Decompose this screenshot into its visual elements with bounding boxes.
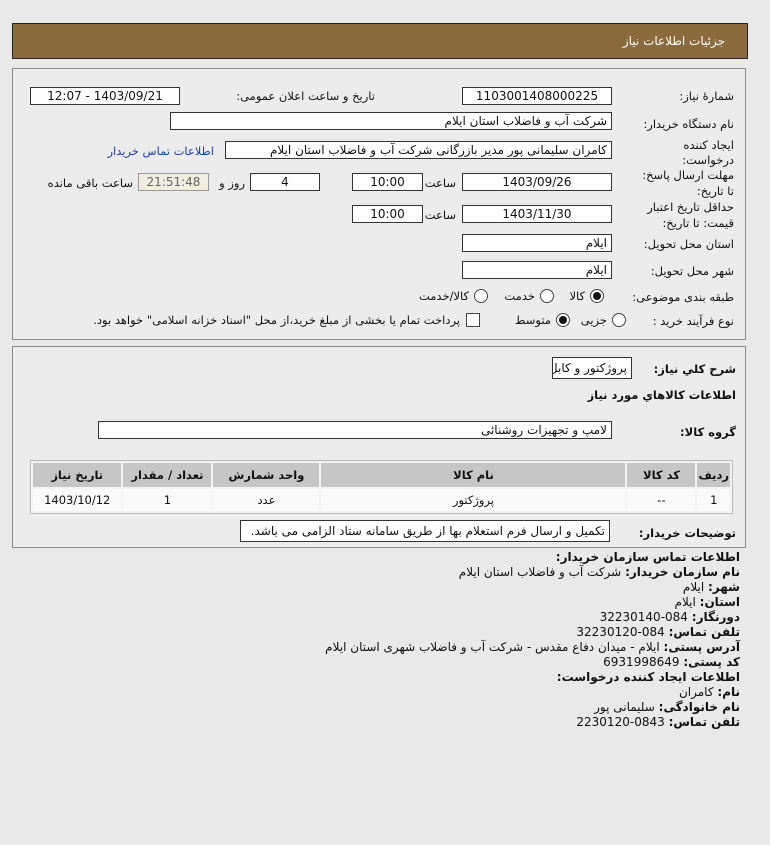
validity-date-field[interactable]: 1403/11/30 bbox=[462, 205, 612, 223]
contact-city: شهر: ایلام bbox=[683, 580, 740, 595]
summary-field[interactable]: پروژکتور و کابل bbox=[552, 357, 632, 379]
category-option-goods: کالا bbox=[569, 289, 585, 303]
province-field[interactable]: ایلام bbox=[462, 234, 612, 252]
contact-address-value: ایلام - میدان دفاع مقدس - شرکت آب و فاضل… bbox=[325, 640, 660, 654]
creator-name-label: نام: bbox=[717, 685, 740, 699]
col-name: نام کالا bbox=[321, 463, 626, 487]
creator-phone-value: 0843-2230120 bbox=[576, 715, 665, 729]
contact-province-value: ایلام bbox=[674, 595, 696, 609]
creator-name-value: کامران bbox=[678, 685, 714, 699]
days-label: روز و bbox=[219, 176, 245, 190]
contact-postal-value: 6931998649 bbox=[603, 655, 680, 669]
summary-label: شرح كلي نياز: bbox=[653, 362, 736, 376]
city-field[interactable]: ایلام bbox=[462, 261, 612, 279]
cell-qty: 1 bbox=[123, 489, 212, 511]
contact-city-label: شهر: bbox=[708, 580, 740, 594]
process-label: نوع فرآیند خرید : bbox=[652, 314, 734, 328]
contact-org: نام سازمان خریدار: شرکت آب و فاضلاب استا… bbox=[459, 565, 740, 580]
contact-province: استان: ایلام bbox=[675, 595, 740, 610]
creator-phone-label: تلفن تماس: bbox=[668, 715, 740, 729]
col-qty: تعداد / مقدار bbox=[123, 463, 212, 487]
category-radio-goods[interactable] bbox=[590, 289, 604, 303]
contact-city-value: ایلام bbox=[682, 580, 705, 594]
province-label: استان محل تحویل: bbox=[643, 237, 734, 251]
table-row: 1 -- پروژکتور عدد 1 1403/10/12 bbox=[33, 489, 730, 511]
page-header: جزئیات اطلاعات نیاز bbox=[12, 23, 748, 59]
notes-field[interactable]: تکمیل و ارسال فرم استعلام بها از طریق سا… bbox=[240, 520, 610, 542]
deadline-date-field[interactable]: 1403/09/26 bbox=[462, 173, 612, 191]
items-table: ردیف کد کالا نام کالا واحد شمارش تعداد /… bbox=[30, 460, 733, 514]
col-unit: واحد شمارش bbox=[213, 463, 320, 487]
contact-heading: اطلاعات تماس سازمان خریدار: bbox=[555, 550, 740, 564]
buyer-label: نام دستگاه خریدار: bbox=[643, 117, 734, 131]
treasury-checkbox[interactable] bbox=[466, 313, 480, 327]
contact-province-label: استان: bbox=[699, 595, 740, 609]
deadline-label-1: مهلت ارسال پاسخ: bbox=[642, 168, 734, 182]
col-row: ردیف bbox=[697, 463, 730, 487]
contact-phone: تلفن تماس: 084-32230120 bbox=[576, 625, 740, 640]
category-option-service: خدمت bbox=[504, 289, 535, 303]
contact-org-value: شرکت آب و فاضلاب استان ایلام bbox=[458, 565, 622, 579]
category-radio-service[interactable] bbox=[540, 289, 554, 303]
creator-field[interactable]: کامران سلیمانی پور مدیر بازرگانی شرکت آب… bbox=[225, 141, 612, 159]
category-radio-both[interactable] bbox=[474, 289, 488, 303]
validity-time-field[interactable]: 10:00 bbox=[352, 205, 423, 223]
category-label: طبقه بندی موضوعی: bbox=[632, 290, 734, 304]
contact-fax: دورنگار: 084-32230140 bbox=[600, 610, 740, 625]
creator-heading: اطلاعات ایجاد کننده درخواست: bbox=[556, 670, 740, 684]
cell-code: -- bbox=[627, 489, 696, 511]
deadline-time-label: ساعت bbox=[424, 176, 456, 190]
need-number-label: شمارهٔ نیاز: bbox=[679, 89, 734, 103]
contact-phone-value: 084-32230120 bbox=[576, 625, 665, 639]
validity-time-label: ساعت bbox=[424, 208, 456, 222]
announce-field[interactable]: 1403/09/21 - 12:07 bbox=[30, 87, 180, 105]
process-option-medium: متوسط bbox=[514, 313, 551, 327]
validity-label-1: حداقل تاریخ اعتبار bbox=[647, 200, 734, 214]
cell-unit: عدد bbox=[213, 489, 320, 511]
cell-name: پروژکتور bbox=[321, 489, 626, 511]
contact-postal-label: کد پستی: bbox=[683, 655, 740, 669]
contact-address: آدرس پستی: ایلام - میدان دفاع مقدس - شرک… bbox=[325, 640, 740, 655]
announce-label: تاریخ و ساعت اعلان عمومی: bbox=[236, 89, 375, 103]
group-field[interactable]: لامپ و تجهیزات روشنائی bbox=[98, 421, 612, 439]
creator-label-1: ایجاد کننده bbox=[683, 138, 734, 152]
buyer-contact-link[interactable]: اطلاعات تماس خریدار bbox=[107, 144, 214, 158]
contact-fax-value: 084-32230140 bbox=[599, 610, 688, 624]
creator-name: نام: کامران bbox=[679, 685, 740, 700]
cell-date: 1403/10/12 bbox=[33, 489, 122, 511]
process-radio-minor[interactable] bbox=[612, 313, 626, 327]
creator-family: نام خانوادگی: سلیمانی پور bbox=[594, 700, 740, 715]
items-panel bbox=[12, 346, 746, 548]
contact-address-label: آدرس پستی: bbox=[663, 640, 740, 654]
process-radio-medium[interactable] bbox=[556, 313, 570, 327]
table-header-row: ردیف کد کالا نام کالا واحد شمارش تعداد /… bbox=[33, 463, 730, 487]
category-option-both: کالا/خدمت bbox=[418, 289, 469, 303]
remaining-time-field: 21:51:48 bbox=[138, 173, 209, 191]
buyer-field[interactable]: شرکت آب و فاضلاب استان ایلام bbox=[170, 112, 612, 130]
treasury-label: پرداخت تمام یا بخشی از مبلغ خرید،از محل … bbox=[93, 313, 460, 327]
contact-fax-label: دورنگار: bbox=[691, 610, 740, 624]
items-heading: اطلاعات كالاهاي مورد نياز bbox=[587, 388, 736, 402]
creator-family-label: نام خانوادگی: bbox=[658, 700, 740, 714]
city-label: شهر محل تحویل: bbox=[650, 264, 734, 278]
creator-family-value: سلیمانی پور bbox=[594, 700, 655, 714]
page-title: جزئیات اطلاعات نیاز bbox=[622, 34, 725, 48]
cell-row: 1 bbox=[697, 489, 730, 511]
process-option-minor: جزیی bbox=[580, 313, 607, 327]
need-number-field[interactable]: 1103001408000225 bbox=[462, 87, 612, 105]
contact-org-label: نام سازمان خریدار: bbox=[625, 565, 740, 579]
col-date: تاریخ نیاز bbox=[33, 463, 122, 487]
deadline-time-field[interactable]: 10:00 bbox=[352, 173, 423, 191]
creator-label-2: درخواست: bbox=[682, 153, 734, 167]
contact-postal: کد پستی: 6931998649 bbox=[603, 655, 740, 670]
notes-label: توضیحات خریدار: bbox=[638, 526, 736, 540]
group-label: گروه كالا: bbox=[680, 425, 736, 439]
deadline-label-2: تا تاریخ: bbox=[696, 184, 734, 198]
col-code: کد کالا bbox=[627, 463, 696, 487]
days-field[interactable]: 4 bbox=[250, 173, 320, 191]
validity-label-2: قیمت: تا تاریخ: bbox=[662, 216, 734, 230]
creator-phone: تلفن تماس: 0843-2230120 bbox=[576, 715, 740, 730]
contact-phone-label: تلفن تماس: bbox=[668, 625, 740, 639]
remaining-label: ساعت باقی مانده bbox=[47, 176, 133, 190]
